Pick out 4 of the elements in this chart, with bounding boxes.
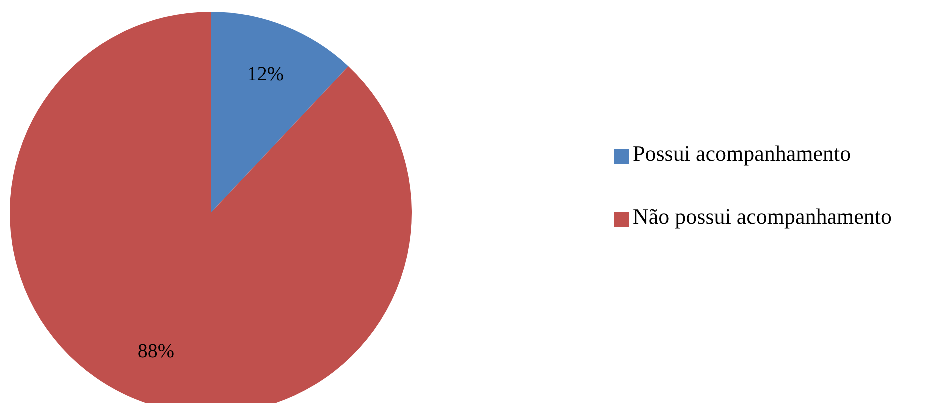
legend-label: Possui acompanhamento	[633, 140, 852, 168]
data-label: 12%	[247, 64, 284, 86]
data-label: 88%	[138, 340, 175, 362]
legend-label: Não possui acompanhamento	[633, 202, 894, 231]
